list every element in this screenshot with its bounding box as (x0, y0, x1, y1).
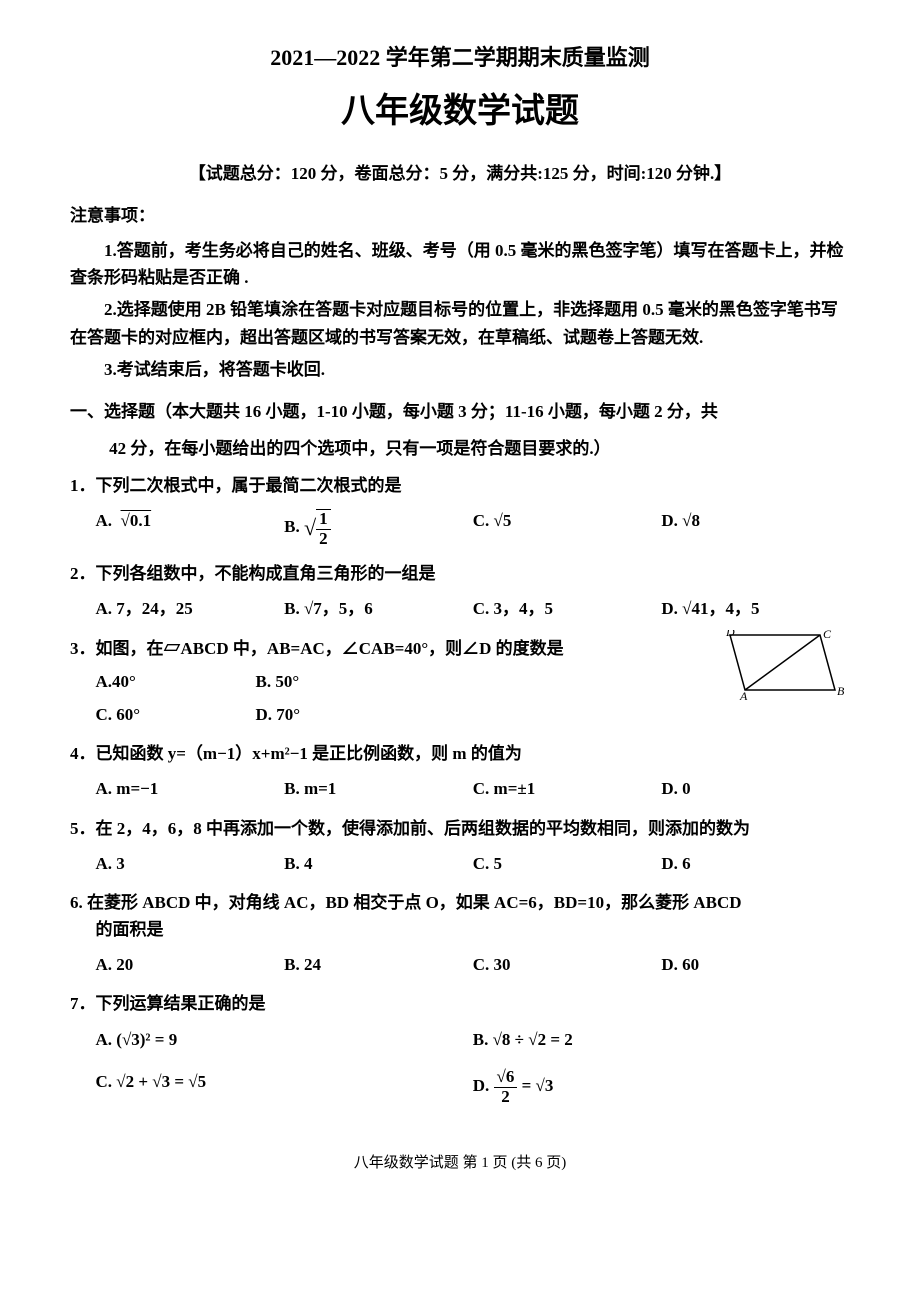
q7-opt-d: D. √62 = √3 (473, 1068, 850, 1106)
q2-text: 2．下列各组数中，不能构成直角三角形的一组是 (70, 560, 850, 587)
q3-opt-d: D. 70° (256, 701, 416, 728)
q3-opt-a: A.40° (96, 668, 256, 695)
diagram-label-c: C (823, 630, 832, 641)
q6-opt-d: D. 60 (661, 951, 850, 978)
q6-options: A. 20 B. 24 C. 30 D. 60 (70, 951, 850, 978)
page-footer: 八年级数学试题 第 1 页 (共 6 页) (70, 1151, 850, 1175)
q1-opt-c: C. √5 (473, 507, 662, 548)
q1-text: 1．下列二次根式中，属于最简二次根式的是 (70, 472, 850, 499)
q5-text: 5．在 2，4，6，8 中再添加一个数，使得添加前、后两组数据的平均数相同，则添… (70, 815, 850, 842)
q1-options: A. √0.1 B. √12 C. √5 D. √8 (70, 507, 850, 548)
question-1: 1．下列二次根式中，属于最简二次根式的是 A. √0.1 B. √12 C. √… (70, 472, 850, 548)
section-subtitle: 42 分，在每小题给出的四个选项中，只有一项是符合题目要求的.） (70, 435, 850, 462)
question-4: 4．已知函数 y=（m−1）x+m²−1 是正比例函数，则 m 的值为 A. m… (70, 740, 850, 802)
question-7: 7．下列运算结果正确的是 A. (√3)² = 9 B. √8 ÷ √2 = 2… (70, 990, 850, 1121)
q5-opt-a: A. 3 (96, 850, 285, 877)
q5-options: A. 3 B. 4 C. 5 D. 6 (70, 850, 850, 877)
q6-text: 6. 在菱形 ABCD 中，对角线 AC，BD 相交于点 O，如果 AC=6，B… (70, 889, 850, 916)
q4-opt-a: A. m=−1 (96, 775, 285, 802)
q6-opt-b: B. 24 (284, 951, 473, 978)
q4-text: 4．已知函数 y=（m−1）x+m²−1 是正比例函数，则 m 的值为 (70, 740, 850, 767)
question-6: 6. 在菱形 ABCD 中，对角线 AC，BD 相交于点 O，如果 AC=6，B… (70, 889, 850, 979)
q4-opt-d: D. 0 (661, 775, 850, 802)
question-5: 5．在 2，4，6，8 中再添加一个数，使得添加前、后两组数据的平均数相同，则添… (70, 815, 850, 877)
diagram-label-d: D (725, 630, 735, 639)
exam-header: 2021—2022 学年第二学期期末质量监测 (70, 40, 850, 75)
parallelogram-diagram: D C A B (720, 630, 840, 700)
notice-title: 注意事项： (70, 202, 850, 229)
q6-text2: 的面积是 (70, 916, 850, 943)
q7-opt-a: A. (√3)² = 9 (96, 1026, 473, 1053)
q3-opt-b: B. 50° (256, 668, 416, 695)
q2-options: A. 7，24，25 B. √7，5，6 C. 3，4，5 D. √41，4，5 (70, 595, 850, 622)
q4-opt-b: B. m=1 (284, 775, 473, 802)
question-2: 2．下列各组数中，不能构成直角三角形的一组是 A. 7，24，25 B. √7，… (70, 560, 850, 622)
q1-opt-a: A. √0.1 (96, 507, 285, 548)
score-info: 【试题总分：120 分，卷面总分：5 分，满分共:125 分，时间:120 分钟… (70, 160, 850, 187)
diagram-label-a: A (739, 689, 748, 700)
q5-opt-d: D. 6 (661, 850, 850, 877)
q1-opt-b: B. √12 (284, 507, 473, 548)
diagram-label-b: B (837, 684, 845, 698)
notice-item-3: 3.考试结束后，将答题卡收回. (70, 356, 850, 383)
q7-text: 7．下列运算结果正确的是 (70, 990, 850, 1017)
q7-opt-b: B. √8 ÷ √2 = 2 (473, 1026, 850, 1053)
notice-item-1: 1.答题前，考生务必将自己的姓名、班级、考号（用 0.5 毫米的黑色签字笔）填写… (70, 237, 850, 291)
q3-opt-c: C. 60° (96, 701, 256, 728)
q2-opt-a: A. 7，24，25 (96, 595, 285, 622)
notice-item-2: 2.选择题使用 2B 铅笔填涂在答题卡对应题目标号的位置上，非选择题用 0.5 … (70, 296, 850, 350)
q2-opt-d: D. √41，4，5 (661, 595, 850, 622)
q4-opt-c: C. m=±1 (473, 775, 662, 802)
exam-title: 八年级数学试题 (70, 85, 850, 139)
q6-opt-a: A. 20 (96, 951, 285, 978)
q7-options: A. (√3)² = 9 B. √8 ÷ √2 = 2 C. √2 + √3 =… (70, 1026, 850, 1122)
q6-opt-c: C. 30 (473, 951, 662, 978)
question-3: 3．如图，在▱ABCD 中，AB=AC，∠CAB=40°，则∠D 的度数是 A.… (70, 635, 850, 729)
q4-options: A. m=−1 B. m=1 C. m=±1 D. 0 (70, 775, 850, 802)
section-title: 一、选择题（本大题共 16 小题，1-10 小题，每小题 3 分；11-16 小… (70, 398, 850, 425)
q2-opt-b: B. √7，5，6 (284, 595, 473, 622)
q5-opt-b: B. 4 (284, 850, 473, 877)
q1-opt-d: D. √8 (661, 507, 850, 548)
q2-opt-c: C. 3，4，5 (473, 595, 662, 622)
q5-opt-c: C. 5 (473, 850, 662, 877)
q7-opt-c: C. √2 + √3 = √5 (96, 1068, 473, 1106)
